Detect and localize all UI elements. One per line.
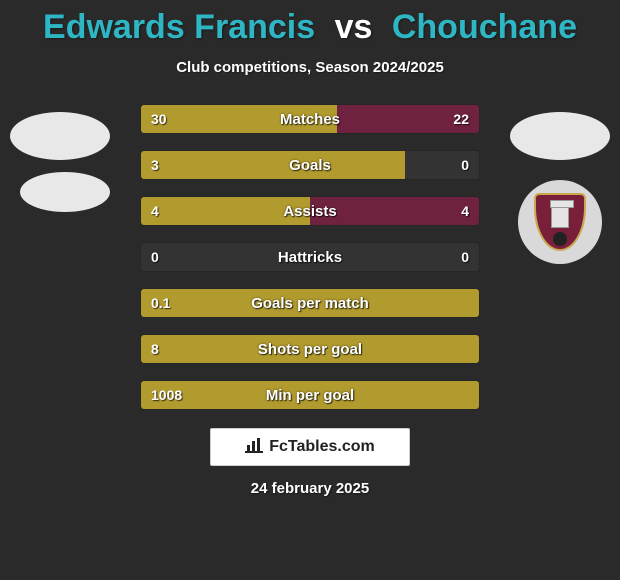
player2-club-crest bbox=[518, 180, 602, 264]
bar-fill-left bbox=[141, 197, 310, 225]
brand-badge: FcTables.com bbox=[210, 428, 410, 466]
crest-icon bbox=[530, 192, 590, 252]
stat-row: Matches3022 bbox=[140, 104, 480, 134]
bar-fill-left bbox=[141, 105, 337, 133]
brand-text: FcTables.com bbox=[269, 438, 375, 456]
page-title: Edwards Francis vs Chouchane bbox=[0, 8, 620, 47]
player2-avatar-placeholder-1 bbox=[510, 112, 610, 160]
player1-avatar-placeholder-1 bbox=[10, 112, 110, 160]
title-player2: Chouchane bbox=[392, 8, 577, 46]
stats-bar-chart: Matches3022Goals30Assists44Hattricks00Go… bbox=[140, 104, 480, 410]
bar-fill-left bbox=[141, 151, 405, 179]
stat-row: Min per goal1008 bbox=[140, 380, 480, 410]
stat-label: Hattricks bbox=[141, 243, 479, 271]
bar-fill-single bbox=[141, 335, 479, 363]
stat-value-left: 0 bbox=[141, 243, 169, 271]
footer-date: 24 february 2025 bbox=[0, 480, 620, 497]
player1-avatar-placeholder-2 bbox=[20, 172, 110, 212]
title-player1: Edwards Francis bbox=[43, 8, 315, 46]
stat-value-right: 0 bbox=[451, 243, 479, 271]
chart-icon bbox=[245, 437, 263, 458]
comparison-card: Edwards Francis vs Chouchane Club compet… bbox=[0, 0, 620, 580]
stat-row: Goals per match0.1 bbox=[140, 288, 480, 318]
stat-row: Hattricks0 0 bbox=[140, 242, 480, 272]
stat-row: Assists44 bbox=[140, 196, 480, 226]
bar-fill-right bbox=[337, 105, 479, 133]
bar-fill-single bbox=[141, 381, 479, 409]
subtitle: Club competitions, Season 2024/2025 bbox=[0, 59, 620, 76]
title-vs: vs bbox=[335, 8, 373, 46]
stat-row: Goals30 bbox=[140, 150, 480, 180]
stat-row: Shots per goal8 bbox=[140, 334, 480, 364]
stat-value-right: 0 bbox=[451, 151, 479, 179]
bar-fill-right bbox=[310, 197, 479, 225]
bar-fill-single bbox=[141, 289, 479, 317]
